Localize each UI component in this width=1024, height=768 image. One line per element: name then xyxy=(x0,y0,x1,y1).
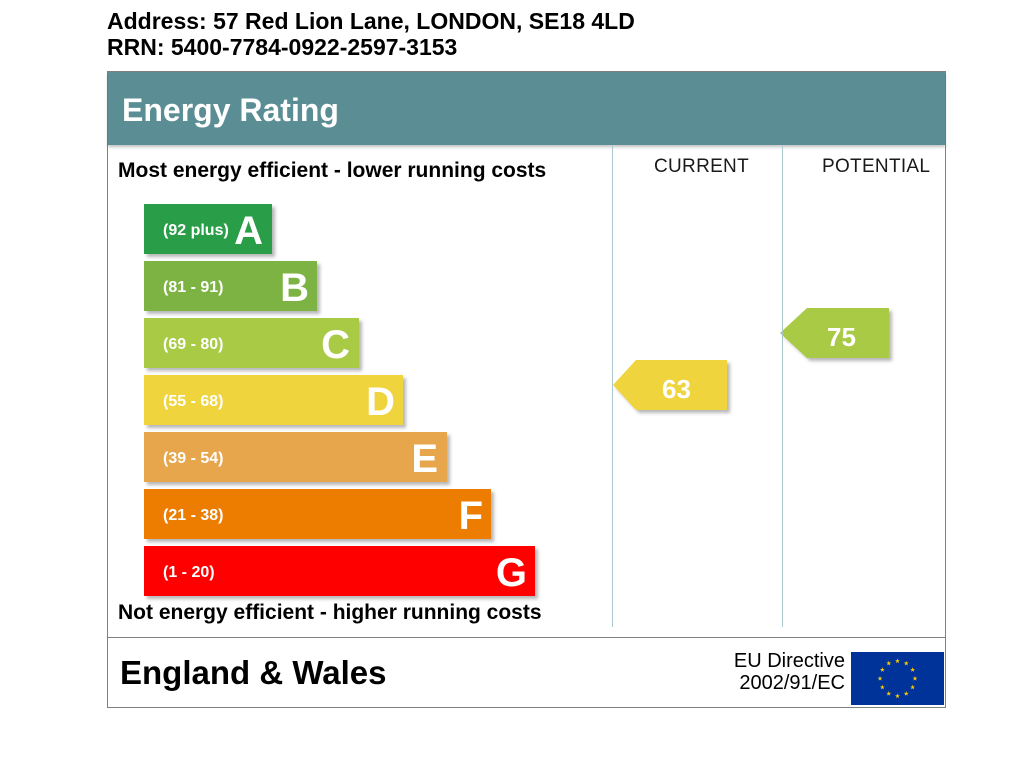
svg-text:G: G xyxy=(496,551,527,595)
svg-text:F: F xyxy=(459,494,483,538)
svg-text:A: A xyxy=(234,209,263,253)
svg-text:B: B xyxy=(280,266,309,310)
svg-text:E: E xyxy=(411,437,438,481)
svg-text:(1 - 20): (1 - 20) xyxy=(163,564,215,581)
svg-text:C: C xyxy=(321,323,350,367)
svg-text:75: 75 xyxy=(827,322,856,352)
svg-text:(21 - 38): (21 - 38) xyxy=(163,507,223,524)
svg-text:(69 - 80): (69 - 80) xyxy=(163,336,223,353)
svg-text:(39 - 54): (39 - 54) xyxy=(163,450,223,467)
svg-text:D: D xyxy=(366,380,395,424)
svg-text:(55 - 68): (55 - 68) xyxy=(163,393,223,410)
svg-text:(92 plus): (92 plus) xyxy=(163,222,229,239)
svg-text:63: 63 xyxy=(662,374,691,404)
svg-text:(81 - 91): (81 - 91) xyxy=(163,279,223,296)
